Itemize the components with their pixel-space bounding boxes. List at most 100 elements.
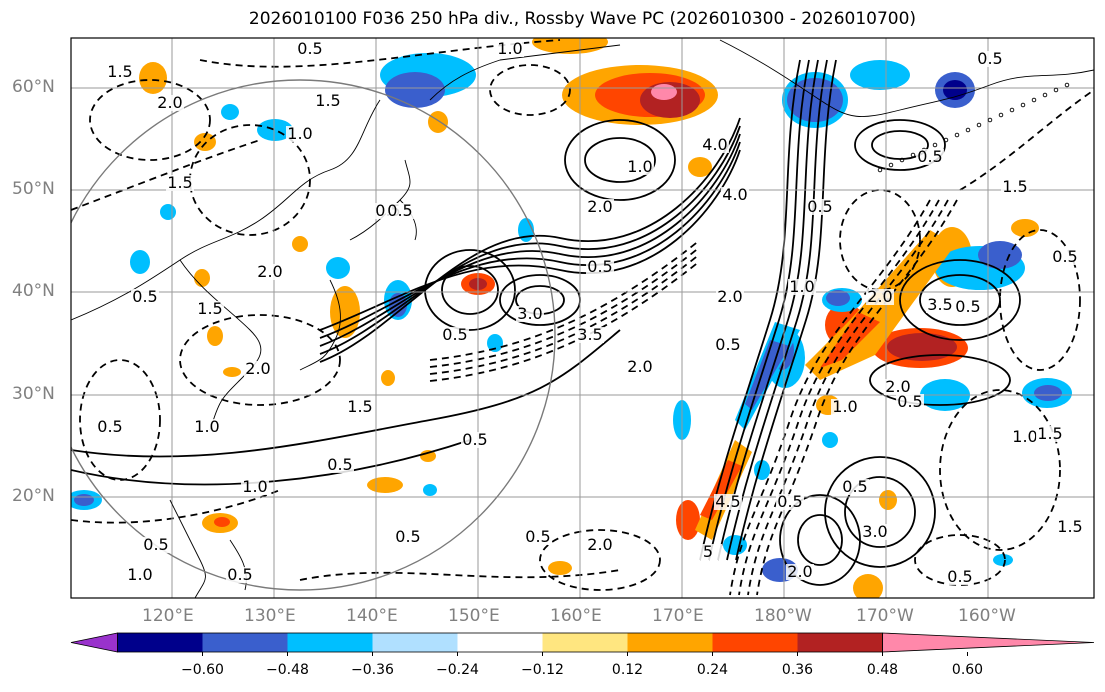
divergence-patch bbox=[1011, 219, 1039, 237]
contour-label-bg bbox=[516, 306, 544, 322]
contour-label-bg bbox=[296, 41, 324, 57]
contour-label: 1.5 bbox=[1037, 424, 1062, 443]
positive-contour bbox=[564, 119, 676, 201]
divergence-patch bbox=[651, 84, 677, 100]
divergence-patch bbox=[688, 157, 712, 177]
contour-label-bg bbox=[96, 419, 124, 435]
positive-contour bbox=[844, 476, 916, 548]
reference-circle bbox=[71, 79, 556, 591]
colorbar-tick-label: −0.36 bbox=[351, 662, 394, 678]
contour-label: 0.5 bbox=[1052, 247, 1077, 266]
divergence-patch bbox=[130, 250, 150, 274]
contour-label: 1.5 bbox=[197, 299, 222, 318]
contour-label: 0.5 bbox=[807, 197, 832, 216]
contour-label: 0.5 bbox=[842, 477, 867, 496]
divergence-patch bbox=[367, 477, 403, 493]
island bbox=[932, 142, 938, 148]
negative-contour bbox=[939, 389, 1061, 551]
contour-label: 2.0 bbox=[587, 197, 612, 216]
contour-label-bg bbox=[586, 259, 614, 275]
negative-contour bbox=[71, 139, 261, 211]
contour-label: 0.5 bbox=[917, 147, 942, 166]
positive-contour bbox=[824, 456, 936, 568]
negative-contour bbox=[747, 199, 949, 596]
contour-label-bg bbox=[256, 264, 284, 280]
positive-contour bbox=[319, 125, 741, 355]
positive-contour bbox=[854, 119, 946, 171]
contour-label-bg bbox=[1051, 249, 1079, 265]
colorbar-segment bbox=[457, 633, 543, 652]
contour-label-bg bbox=[226, 567, 254, 583]
colorbar-tick-label: 0.24 bbox=[696, 662, 729, 678]
negative-contour bbox=[179, 314, 341, 406]
divergence-patch bbox=[223, 367, 241, 377]
contour-label-bg bbox=[776, 494, 804, 510]
island bbox=[954, 132, 960, 138]
contour-label-bg bbox=[701, 137, 729, 153]
island bbox=[965, 127, 971, 133]
latitude-label: 40°N bbox=[12, 281, 55, 301]
colorbar-outline bbox=[117, 632, 883, 653]
negative-contour bbox=[539, 529, 661, 591]
longitude-label: 150°E bbox=[448, 606, 500, 626]
negative-contour bbox=[89, 79, 211, 161]
divergence-patch bbox=[221, 104, 239, 120]
coastline bbox=[299, 279, 341, 371]
colorbar-segment bbox=[372, 633, 458, 652]
contour-label-bg bbox=[721, 187, 749, 203]
contour-label: 0.5 bbox=[327, 455, 352, 474]
contour-label: 1.0 bbox=[627, 157, 652, 176]
island bbox=[1009, 107, 1015, 113]
divergence-patch bbox=[1034, 385, 1062, 401]
contour-label-bg bbox=[166, 175, 194, 191]
island bbox=[1042, 92, 1048, 98]
longitude-label: 170°E bbox=[652, 606, 704, 626]
contour-label: 0.5 bbox=[97, 417, 122, 436]
contour-label-bg bbox=[244, 361, 272, 377]
latitude-label: 20°N bbox=[12, 486, 55, 506]
colorbar-extend-high bbox=[882, 632, 1095, 653]
contour-label-bg bbox=[806, 199, 834, 215]
contour-label: 2.0 bbox=[787, 562, 812, 581]
positive-contour bbox=[441, 265, 499, 315]
contour-label: 0.5 bbox=[897, 392, 922, 411]
negative-contour bbox=[429, 246, 701, 368]
colorbar-tick-label: 0.60 bbox=[951, 662, 984, 678]
positive-contour bbox=[319, 117, 741, 363]
contour-label-bg bbox=[241, 479, 269, 495]
contour-label: 2.0 bbox=[587, 535, 612, 554]
contour-label-bg bbox=[586, 537, 614, 553]
positive-contour bbox=[919, 274, 1001, 326]
colorbar-tick-label: −0.48 bbox=[266, 662, 309, 678]
coastlines bbox=[71, 39, 1094, 598]
divergence-patch bbox=[423, 484, 437, 496]
contour-label-bg bbox=[954, 299, 982, 315]
contour-label-bg bbox=[714, 494, 742, 510]
contour-label-bg bbox=[788, 279, 816, 295]
contour-label-bg bbox=[626, 159, 654, 175]
contour-label-bg bbox=[626, 359, 654, 375]
divergence-patch bbox=[850, 60, 910, 90]
contour-label: 1.0 bbox=[127, 565, 152, 584]
coastline bbox=[179, 259, 262, 431]
island bbox=[1053, 87, 1059, 93]
contour-label-bg bbox=[926, 297, 954, 313]
divergence-patch bbox=[326, 257, 350, 279]
positive-contour bbox=[708, 59, 810, 561]
contour-label: 1.0 bbox=[287, 124, 312, 143]
contour-label-bg bbox=[196, 301, 224, 317]
rossby-wave-contours bbox=[71, 39, 1094, 596]
contour-label-bg bbox=[286, 126, 314, 142]
contour-label: 2.0 bbox=[245, 359, 270, 378]
positive-contour bbox=[319, 141, 741, 339]
contour-label-bg bbox=[896, 394, 924, 410]
contour-label-bg bbox=[461, 432, 489, 448]
negative-contour bbox=[738, 199, 940, 596]
contour-label-bg bbox=[841, 479, 869, 495]
divergence-patch bbox=[826, 290, 850, 306]
negative-contour bbox=[299, 569, 621, 581]
contour-label: 0.5 bbox=[462, 430, 487, 449]
contour-label: 0.5 bbox=[777, 492, 802, 511]
contour-label-bg bbox=[1056, 519, 1084, 535]
longitude-label: 120°E bbox=[142, 606, 194, 626]
